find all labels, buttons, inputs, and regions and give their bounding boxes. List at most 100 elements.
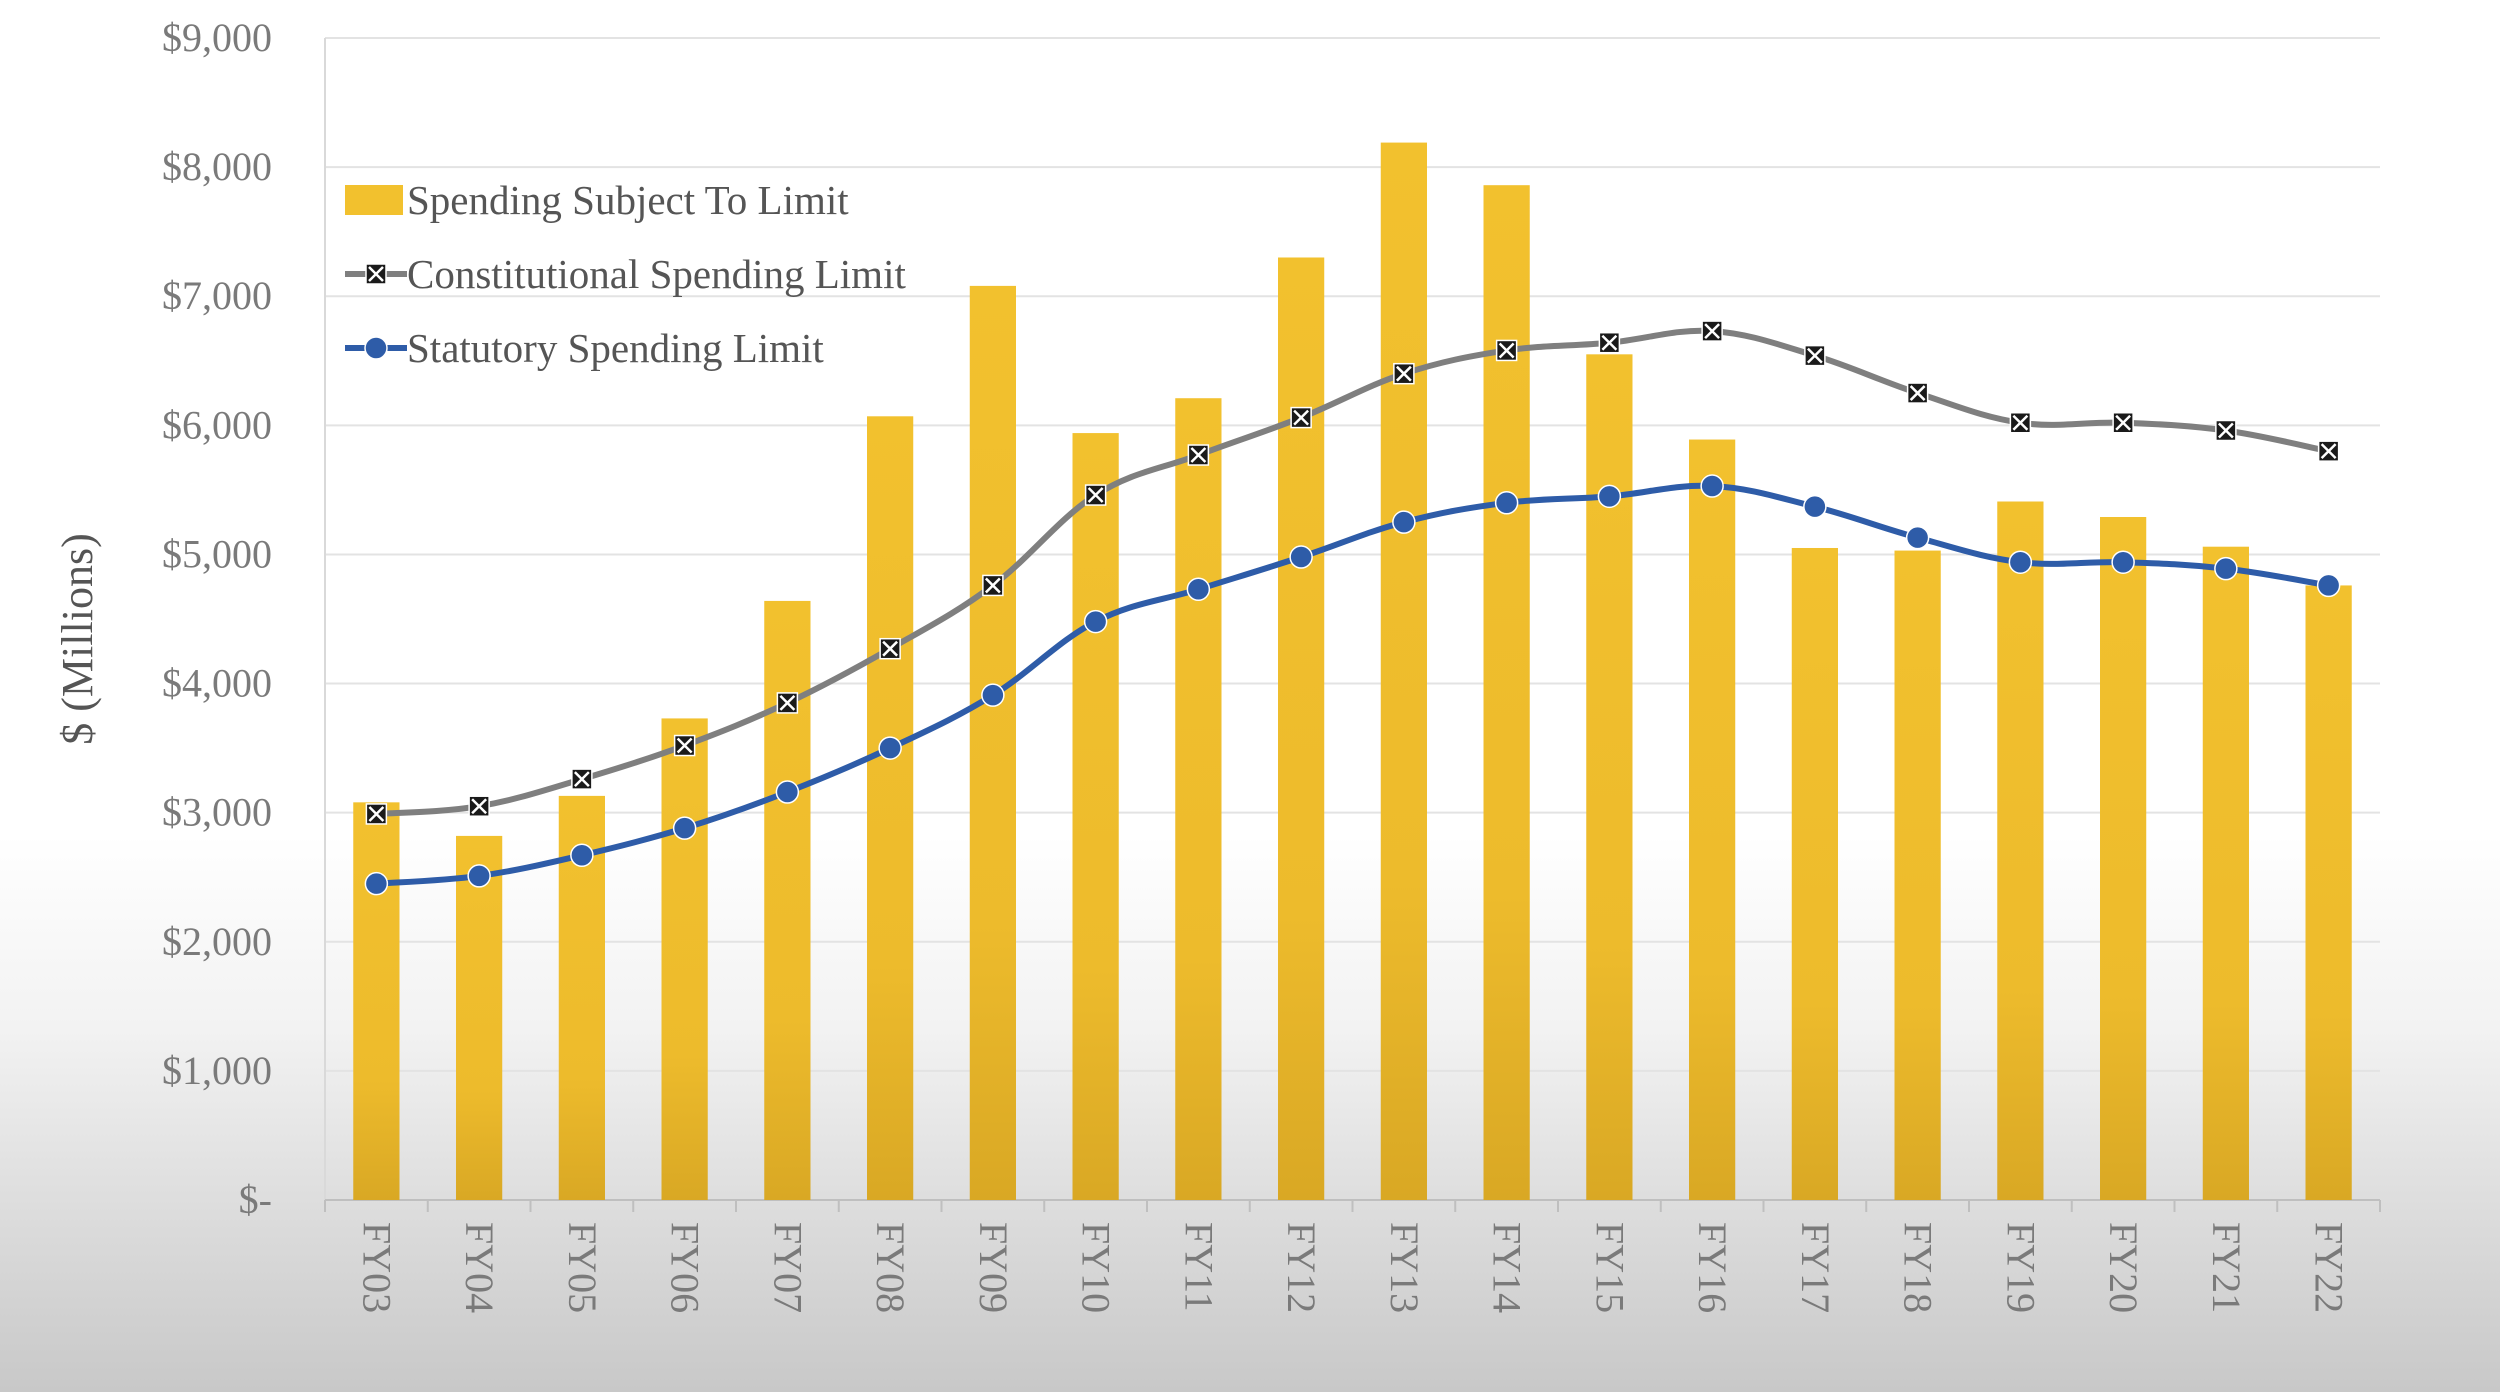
bar-series <box>353 142 2352 1201</box>
bar-FY11 <box>1175 398 1222 1201</box>
x-tick-label: FY04 <box>457 1222 502 1313</box>
x-tick-label: FY05 <box>560 1222 605 1313</box>
x-tick-label: FY17 <box>1793 1222 1838 1313</box>
bar-FY21 <box>2202 546 2249 1200</box>
constitutional-point-FY03 <box>365 803 388 825</box>
y-axis-title: $ (Millions) <box>53 533 102 744</box>
bar-FY19 <box>1997 501 2044 1200</box>
legend-marker-statutory <box>364 336 388 360</box>
x-tick-label: FY07 <box>765 1222 810 1313</box>
statutory-point-FY21 <box>2214 556 2238 581</box>
y-tick-label: $3,000 <box>162 790 272 835</box>
bar-FY14 <box>1483 185 1530 1201</box>
x-tick-label: FY08 <box>868 1222 913 1313</box>
statutory-line <box>376 482 2330 887</box>
x-tick-label: FY20 <box>2101 1222 2146 1313</box>
constitutional-point-FY18 <box>1906 382 1929 404</box>
bar-FY22 <box>2305 585 2352 1200</box>
statutory-point-FY16 <box>1700 474 1724 498</box>
constitutional-point-FY11 <box>1187 444 1210 466</box>
statutory-point-FY10 <box>1083 609 1108 634</box>
x-tick-label: FY19 <box>1998 1222 2043 1313</box>
constitutional-point-FY16 <box>1701 320 1723 342</box>
bar-FY20 <box>2100 517 2147 1200</box>
bar-FY16 <box>1689 439 1736 1201</box>
constitutional-point-FY13 <box>1393 362 1415 385</box>
statutory-point-FY05 <box>570 843 594 868</box>
statutory-point-FY15 <box>1597 484 1622 509</box>
y-tick-label: $7,000 <box>162 273 272 318</box>
x-tick-label: FY06 <box>663 1222 708 1313</box>
x-tick-label: FY12 <box>1279 1222 1324 1313</box>
statutory-point-FY17 <box>1803 494 1827 519</box>
constitutional-point-FY19 <box>2009 412 2032 434</box>
legend-label: Statutory Spending Limit <box>407 325 824 371</box>
legend-marker-constitutional <box>365 263 387 285</box>
bar-FY03 <box>353 802 400 1200</box>
bar-FY18 <box>1894 550 1941 1200</box>
y-tick-label: $9,000 <box>162 15 272 60</box>
y-tick-label: $5,000 <box>162 531 272 576</box>
constitutional-point-FY10 <box>1084 484 1107 506</box>
statutory-point-FY20 <box>2111 550 2135 574</box>
y-tick-label: $- <box>239 1177 272 1222</box>
x-tick-label: FY16 <box>1690 1222 1735 1313</box>
y-tick-label: $1,000 <box>162 1048 272 1093</box>
statutory-point-FY12 <box>1289 545 1313 569</box>
constitutional-point-FY15 <box>1598 331 1621 354</box>
x-tick-label: FY11 <box>1176 1222 1221 1312</box>
bar-FY10 <box>1072 433 1119 1201</box>
constitutional-point-FY22 <box>2317 440 2340 462</box>
y-tick-label: $8,000 <box>162 144 272 189</box>
constitutional-point-FY09 <box>982 574 1004 597</box>
legend-swatch-spending <box>345 185 403 215</box>
bar-FY09 <box>969 285 1016 1201</box>
statutory-point-FY22 <box>2316 573 2341 598</box>
x-tick-label: FY10 <box>1074 1222 1119 1313</box>
x-tick-label: FY14 <box>1485 1222 1530 1313</box>
bar-FY08 <box>867 416 914 1201</box>
constitutional-point-FY14 <box>1495 339 1518 362</box>
constitutional-point-FY21 <box>2215 419 2237 442</box>
x-tick-label: FY18 <box>1896 1222 1941 1313</box>
axis-labels: $- $1,000 $2,000 $3,000 $4,000 $5,000 $6,000 $7… <box>53 15 2352 1313</box>
line-series <box>364 320 2341 896</box>
constitutional-point-FY06 <box>673 734 696 757</box>
statutory-point-FY19 <box>2008 550 2033 574</box>
x-tick-label: FY22 <box>2307 1222 2352 1313</box>
bar-FY17 <box>1791 547 1838 1200</box>
y-tick-label: $2,000 <box>162 919 272 964</box>
x-tick-label: FY09 <box>971 1222 1016 1313</box>
bar-FY15 <box>1586 354 1633 1200</box>
bar-FY06 <box>661 718 708 1200</box>
constitutional-point-FY04 <box>468 795 490 817</box>
statutory-point-FY11 <box>1186 577 1211 602</box>
constitutional-point-FY07 <box>776 692 799 714</box>
statutory-point-FY06 <box>672 816 697 840</box>
bar-FY04 <box>456 835 503 1200</box>
x-tick-label: FY21 <box>2204 1222 2249 1313</box>
y-tick-label: $6,000 <box>162 402 272 447</box>
constitutional-point-FY20 <box>2112 412 2134 434</box>
statutory-point-FY08 <box>878 736 902 760</box>
statutory-point-FY04 <box>467 864 491 888</box>
statutory-point-FY07 <box>775 780 800 804</box>
statutory-point-FY09 <box>981 683 1005 707</box>
constitutional-point-FY17 <box>1804 344 1826 367</box>
constitutional-line <box>376 327 2330 817</box>
statutory-point-FY18 <box>1905 525 1930 550</box>
y-tick-label: $4,000 <box>162 661 272 706</box>
x-tick-label: FY03 <box>354 1222 399 1313</box>
bar-FY12 <box>1278 257 1325 1200</box>
statutory-point-FY03 <box>364 871 389 896</box>
statutory-point-FY14 <box>1494 491 1519 515</box>
legend-label: Spending Subject To Limit <box>407 177 849 223</box>
constitutional-point-FY08 <box>879 637 901 660</box>
x-tick-label: FY15 <box>1587 1222 1632 1313</box>
statutory-point-FY13 <box>1392 510 1416 534</box>
constitutional-point-FY12 <box>1290 406 1312 429</box>
legend: Spending Subject To Limit Constitutional … <box>345 177 906 371</box>
x-tick-label: FY13 <box>1382 1222 1427 1313</box>
